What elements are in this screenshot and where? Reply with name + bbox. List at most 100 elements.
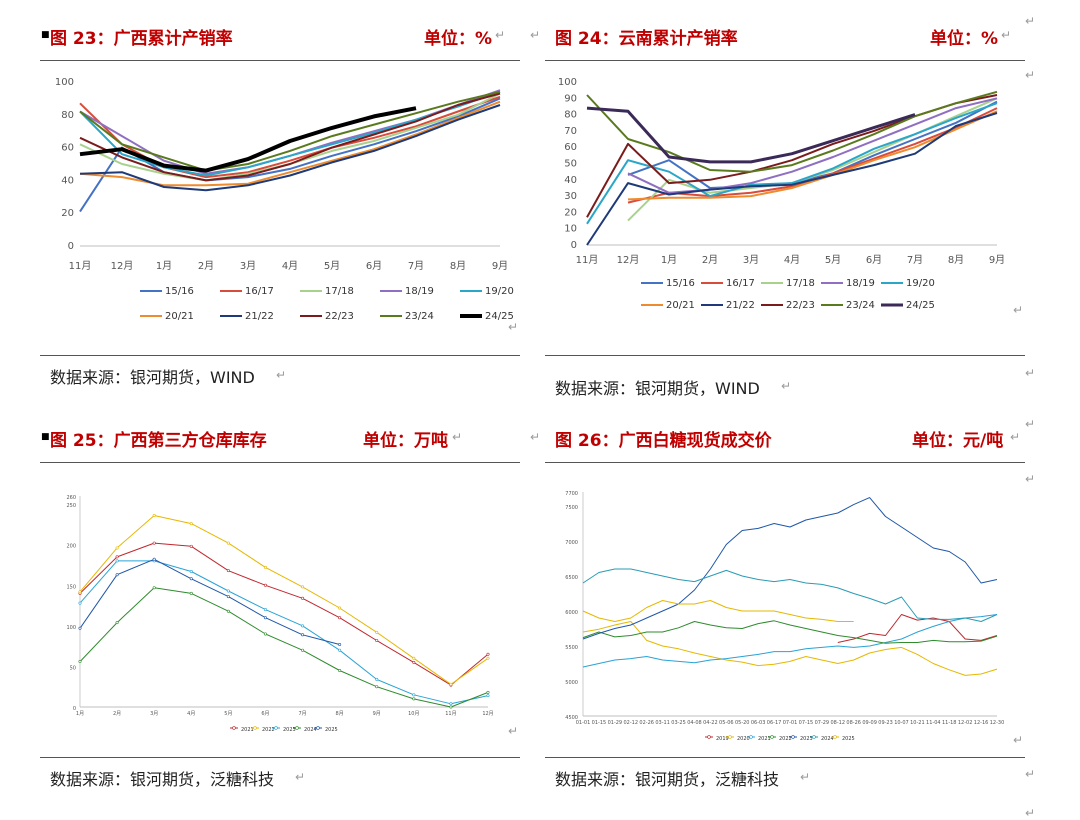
legend-label: 23/24 bbox=[846, 300, 875, 311]
x-tick-label: 7月 bbox=[408, 260, 424, 272]
x-tick-label: 07-01 bbox=[783, 720, 798, 726]
x-tick-label: 12月 bbox=[111, 260, 134, 272]
y-tick-label: 10 bbox=[564, 224, 577, 235]
series-line-2025 bbox=[582, 600, 854, 622]
figure-25-unit: 单位：万吨 bbox=[363, 431, 448, 451]
y-tick-label: 50 bbox=[564, 159, 577, 170]
chart-23: 0 20 40 60 80 100 11月 12月 1月 2月 3月 4月 5月 6月 7月 8月 9月 15/1… bbox=[55, 77, 514, 322]
data-point bbox=[486, 652, 490, 656]
y-tick-label: 250 bbox=[66, 503, 76, 509]
series-line-2019 bbox=[837, 614, 998, 643]
divider bbox=[545, 462, 1025, 463]
legend-label: 2024 bbox=[304, 727, 317, 733]
legend-label: 2021 bbox=[758, 736, 771, 742]
legend-label: 20/21 bbox=[666, 300, 695, 311]
y-tick-label: 40 bbox=[61, 175, 74, 186]
data-point bbox=[375, 685, 379, 689]
y-tick-label: 150 bbox=[66, 584, 76, 590]
y-tick-label: 0 bbox=[571, 240, 577, 251]
return-mark: ↵ bbox=[1025, 417, 1036, 431]
x-tick-label: 8月 bbox=[336, 711, 344, 717]
data-point bbox=[226, 609, 230, 613]
x-tick-label: 7月 bbox=[907, 254, 923, 266]
data-point bbox=[412, 656, 416, 660]
return-mark: ↵ bbox=[1025, 14, 1036, 28]
series-line-2020 bbox=[582, 621, 998, 676]
data-point bbox=[226, 589, 230, 593]
x-tick-label: 01-29 bbox=[608, 720, 623, 726]
y-tick-label: 260 bbox=[66, 495, 76, 501]
x-tick-label: 9月 bbox=[373, 711, 381, 717]
x-tick-label: 1月 bbox=[661, 254, 677, 266]
y-tick-label: 5500 bbox=[565, 645, 578, 651]
x-tick-label: 5月 bbox=[224, 711, 232, 717]
divider bbox=[40, 60, 520, 61]
divider bbox=[545, 757, 1025, 758]
data-point bbox=[449, 682, 453, 686]
x-tick-label: 4月 bbox=[282, 260, 298, 272]
data-point bbox=[115, 559, 119, 563]
y-tick-label: 6000 bbox=[565, 610, 578, 616]
figure-24-title: 图 24：云南累计产销率 bbox=[555, 29, 738, 49]
y-tick-label: 7000 bbox=[565, 540, 578, 546]
return-mark: ↵ bbox=[530, 430, 541, 444]
return-mark: ↵ bbox=[800, 770, 811, 784]
return-mark: ↵ bbox=[1025, 68, 1036, 82]
series-line-21/22 bbox=[79, 104, 501, 192]
y-tick-label: 80 bbox=[61, 110, 74, 121]
y-tick-label: 4500 bbox=[565, 715, 578, 721]
legend-marker bbox=[770, 735, 774, 739]
data-point bbox=[189, 569, 193, 573]
y-tick-label: 0 bbox=[73, 706, 76, 712]
data-point bbox=[375, 638, 379, 642]
x-tick-label: 12月 bbox=[617, 254, 640, 266]
legend-label: 2019 bbox=[716, 736, 729, 742]
return-mark: ↵ bbox=[781, 379, 792, 393]
data-point bbox=[78, 590, 82, 594]
x-tick-label: 1月 bbox=[156, 260, 172, 272]
data-point bbox=[412, 660, 416, 664]
return-mark: ↵ bbox=[530, 28, 541, 42]
x-tick-label: 09-09 bbox=[862, 720, 877, 726]
bullet-marker: ■ bbox=[41, 432, 50, 442]
x-tick-label: 3月 bbox=[743, 254, 759, 266]
return-mark: ↵ bbox=[508, 724, 519, 738]
return-mark: ↵ bbox=[495, 28, 506, 42]
legend-label: 2023 bbox=[800, 736, 813, 742]
legend-label: 18/19 bbox=[405, 286, 434, 297]
data-point bbox=[338, 643, 342, 647]
legend-marker bbox=[812, 735, 816, 739]
x-tick-label: 2月 bbox=[702, 254, 718, 266]
data-point bbox=[152, 557, 156, 561]
data-point bbox=[301, 596, 305, 600]
data-point bbox=[263, 632, 267, 636]
x-tick-label: 06-03 bbox=[751, 720, 766, 726]
x-tick-label: 9月 bbox=[492, 260, 508, 272]
data-point bbox=[189, 577, 193, 581]
figure-23-title: 图 23：广西累计产销率 bbox=[50, 29, 233, 49]
x-tick-label: 4月 bbox=[187, 711, 195, 717]
divider bbox=[545, 355, 1025, 356]
figure-26-unit: 单位：元/吨 bbox=[912, 431, 1004, 451]
data-point bbox=[449, 705, 453, 709]
figure-25-title: 图 25：广西第三方仓库库存 bbox=[50, 431, 267, 451]
return-mark: ↵ bbox=[1013, 303, 1024, 317]
figure-23-unit: 单位：% bbox=[424, 29, 493, 49]
x-tick-label: 11月 bbox=[69, 260, 92, 272]
return-mark: ↵ bbox=[508, 320, 519, 334]
data-point bbox=[189, 522, 193, 526]
x-tick-label: 02-12 bbox=[624, 720, 639, 726]
y-tick-label: 200 bbox=[66, 544, 76, 550]
legend-label: 2024 bbox=[821, 736, 834, 742]
series-line-20/21 bbox=[627, 110, 998, 201]
return-mark: ↵ bbox=[1013, 733, 1024, 747]
y-tick-label: 100 bbox=[55, 77, 74, 88]
x-tick-label: 01-15 bbox=[592, 720, 607, 726]
x-tick-label: 05-20 bbox=[735, 720, 750, 726]
x-tick-label: 03-11 bbox=[655, 720, 670, 726]
return-mark: ↵ bbox=[295, 770, 306, 784]
y-tick-label: 80 bbox=[564, 110, 577, 121]
legend-marker bbox=[791, 735, 795, 739]
series-line-21/22 bbox=[586, 112, 998, 246]
data-point bbox=[412, 693, 416, 697]
